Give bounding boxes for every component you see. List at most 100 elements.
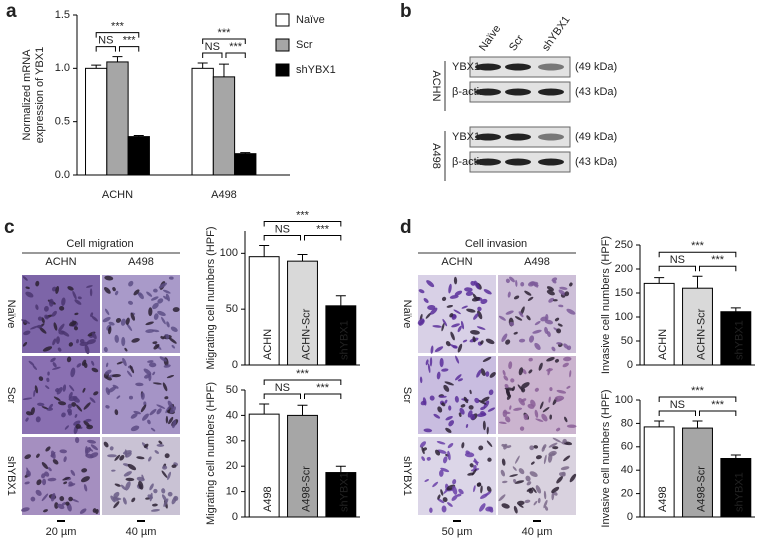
cell (526, 487, 533, 492)
cell (566, 424, 577, 428)
error-bar (730, 307, 741, 312)
cell (562, 438, 567, 444)
cell (162, 289, 171, 294)
blot-band (538, 63, 564, 71)
scale-label: 40 µm (522, 526, 553, 538)
cell (128, 280, 134, 287)
cell (564, 416, 568, 423)
cell (489, 372, 496, 378)
micrograph (22, 275, 100, 353)
cell (147, 419, 151, 425)
cell (534, 342, 541, 350)
cell (451, 323, 460, 328)
y-axis-label: Invasive cell numbers (HPF) (600, 389, 612, 527)
cell (75, 404, 83, 412)
cell (569, 282, 573, 287)
cell (52, 338, 57, 346)
cell (69, 385, 75, 392)
cell (465, 424, 469, 428)
cell (427, 305, 436, 310)
cell (57, 347, 62, 352)
cell (122, 450, 132, 455)
cell (59, 496, 65, 502)
cell (153, 344, 160, 350)
cell (556, 476, 563, 484)
cell (87, 439, 97, 444)
error-bar (297, 404, 308, 416)
cell (89, 397, 96, 403)
y-tick-label: 250 (615, 239, 633, 251)
cell (62, 384, 67, 392)
cell (172, 307, 180, 312)
size-label: (49 kDa) (575, 61, 617, 73)
cell (461, 305, 468, 309)
cell (537, 497, 541, 504)
cell (423, 298, 429, 303)
cell (71, 498, 79, 503)
cell (111, 469, 116, 472)
cell (529, 335, 535, 343)
cell (74, 312, 79, 316)
protein-label: β-actin (452, 86, 485, 98)
error-bar (112, 56, 123, 62)
cell (439, 469, 444, 477)
cell (531, 282, 539, 287)
cell (25, 291, 34, 298)
blot-band (475, 158, 501, 166)
cell (480, 368, 486, 376)
cell (147, 360, 154, 363)
cell (85, 418, 92, 422)
cell (107, 454, 117, 458)
cell (498, 315, 506, 321)
cell (548, 442, 558, 448)
cell (538, 362, 543, 371)
cell (439, 357, 444, 368)
cell (167, 400, 173, 409)
cell (445, 341, 451, 347)
bar (325, 472, 357, 518)
bracket (263, 235, 301, 241)
cell (107, 386, 117, 393)
cell (137, 292, 144, 300)
cell (469, 389, 472, 395)
cell (41, 473, 46, 479)
cell (148, 456, 152, 462)
cell (519, 426, 525, 431)
cell (83, 484, 88, 492)
bar (212, 76, 236, 176)
cell (516, 500, 525, 506)
cell (440, 467, 450, 473)
cell (460, 404, 466, 408)
cell (553, 299, 558, 302)
significance: *** (711, 399, 725, 411)
cell (524, 290, 532, 296)
cell (514, 480, 525, 484)
y-tick-label: 100 (615, 311, 633, 323)
cell (555, 398, 563, 402)
cell (488, 389, 494, 396)
cell (75, 437, 80, 444)
cell (471, 468, 477, 476)
cell (81, 359, 87, 366)
micrograph (102, 275, 180, 353)
scale-label: 50 µm (442, 526, 473, 538)
x-tick-label: ACHN (102, 189, 133, 201)
y-tick-label: 1.5 (55, 9, 70, 21)
cell (454, 290, 463, 296)
cell (423, 428, 433, 433)
cell (453, 276, 458, 285)
cell (432, 481, 439, 488)
cell (501, 458, 506, 466)
cell (470, 330, 480, 335)
cell (509, 405, 512, 410)
cell (171, 344, 175, 349)
bar (720, 458, 752, 518)
cell (501, 480, 508, 484)
cell (75, 423, 81, 429)
cell (107, 326, 112, 335)
cell (508, 361, 513, 370)
cell (448, 420, 455, 427)
cell (122, 497, 127, 505)
cell (154, 450, 159, 454)
panel-letter: d (400, 217, 412, 238)
